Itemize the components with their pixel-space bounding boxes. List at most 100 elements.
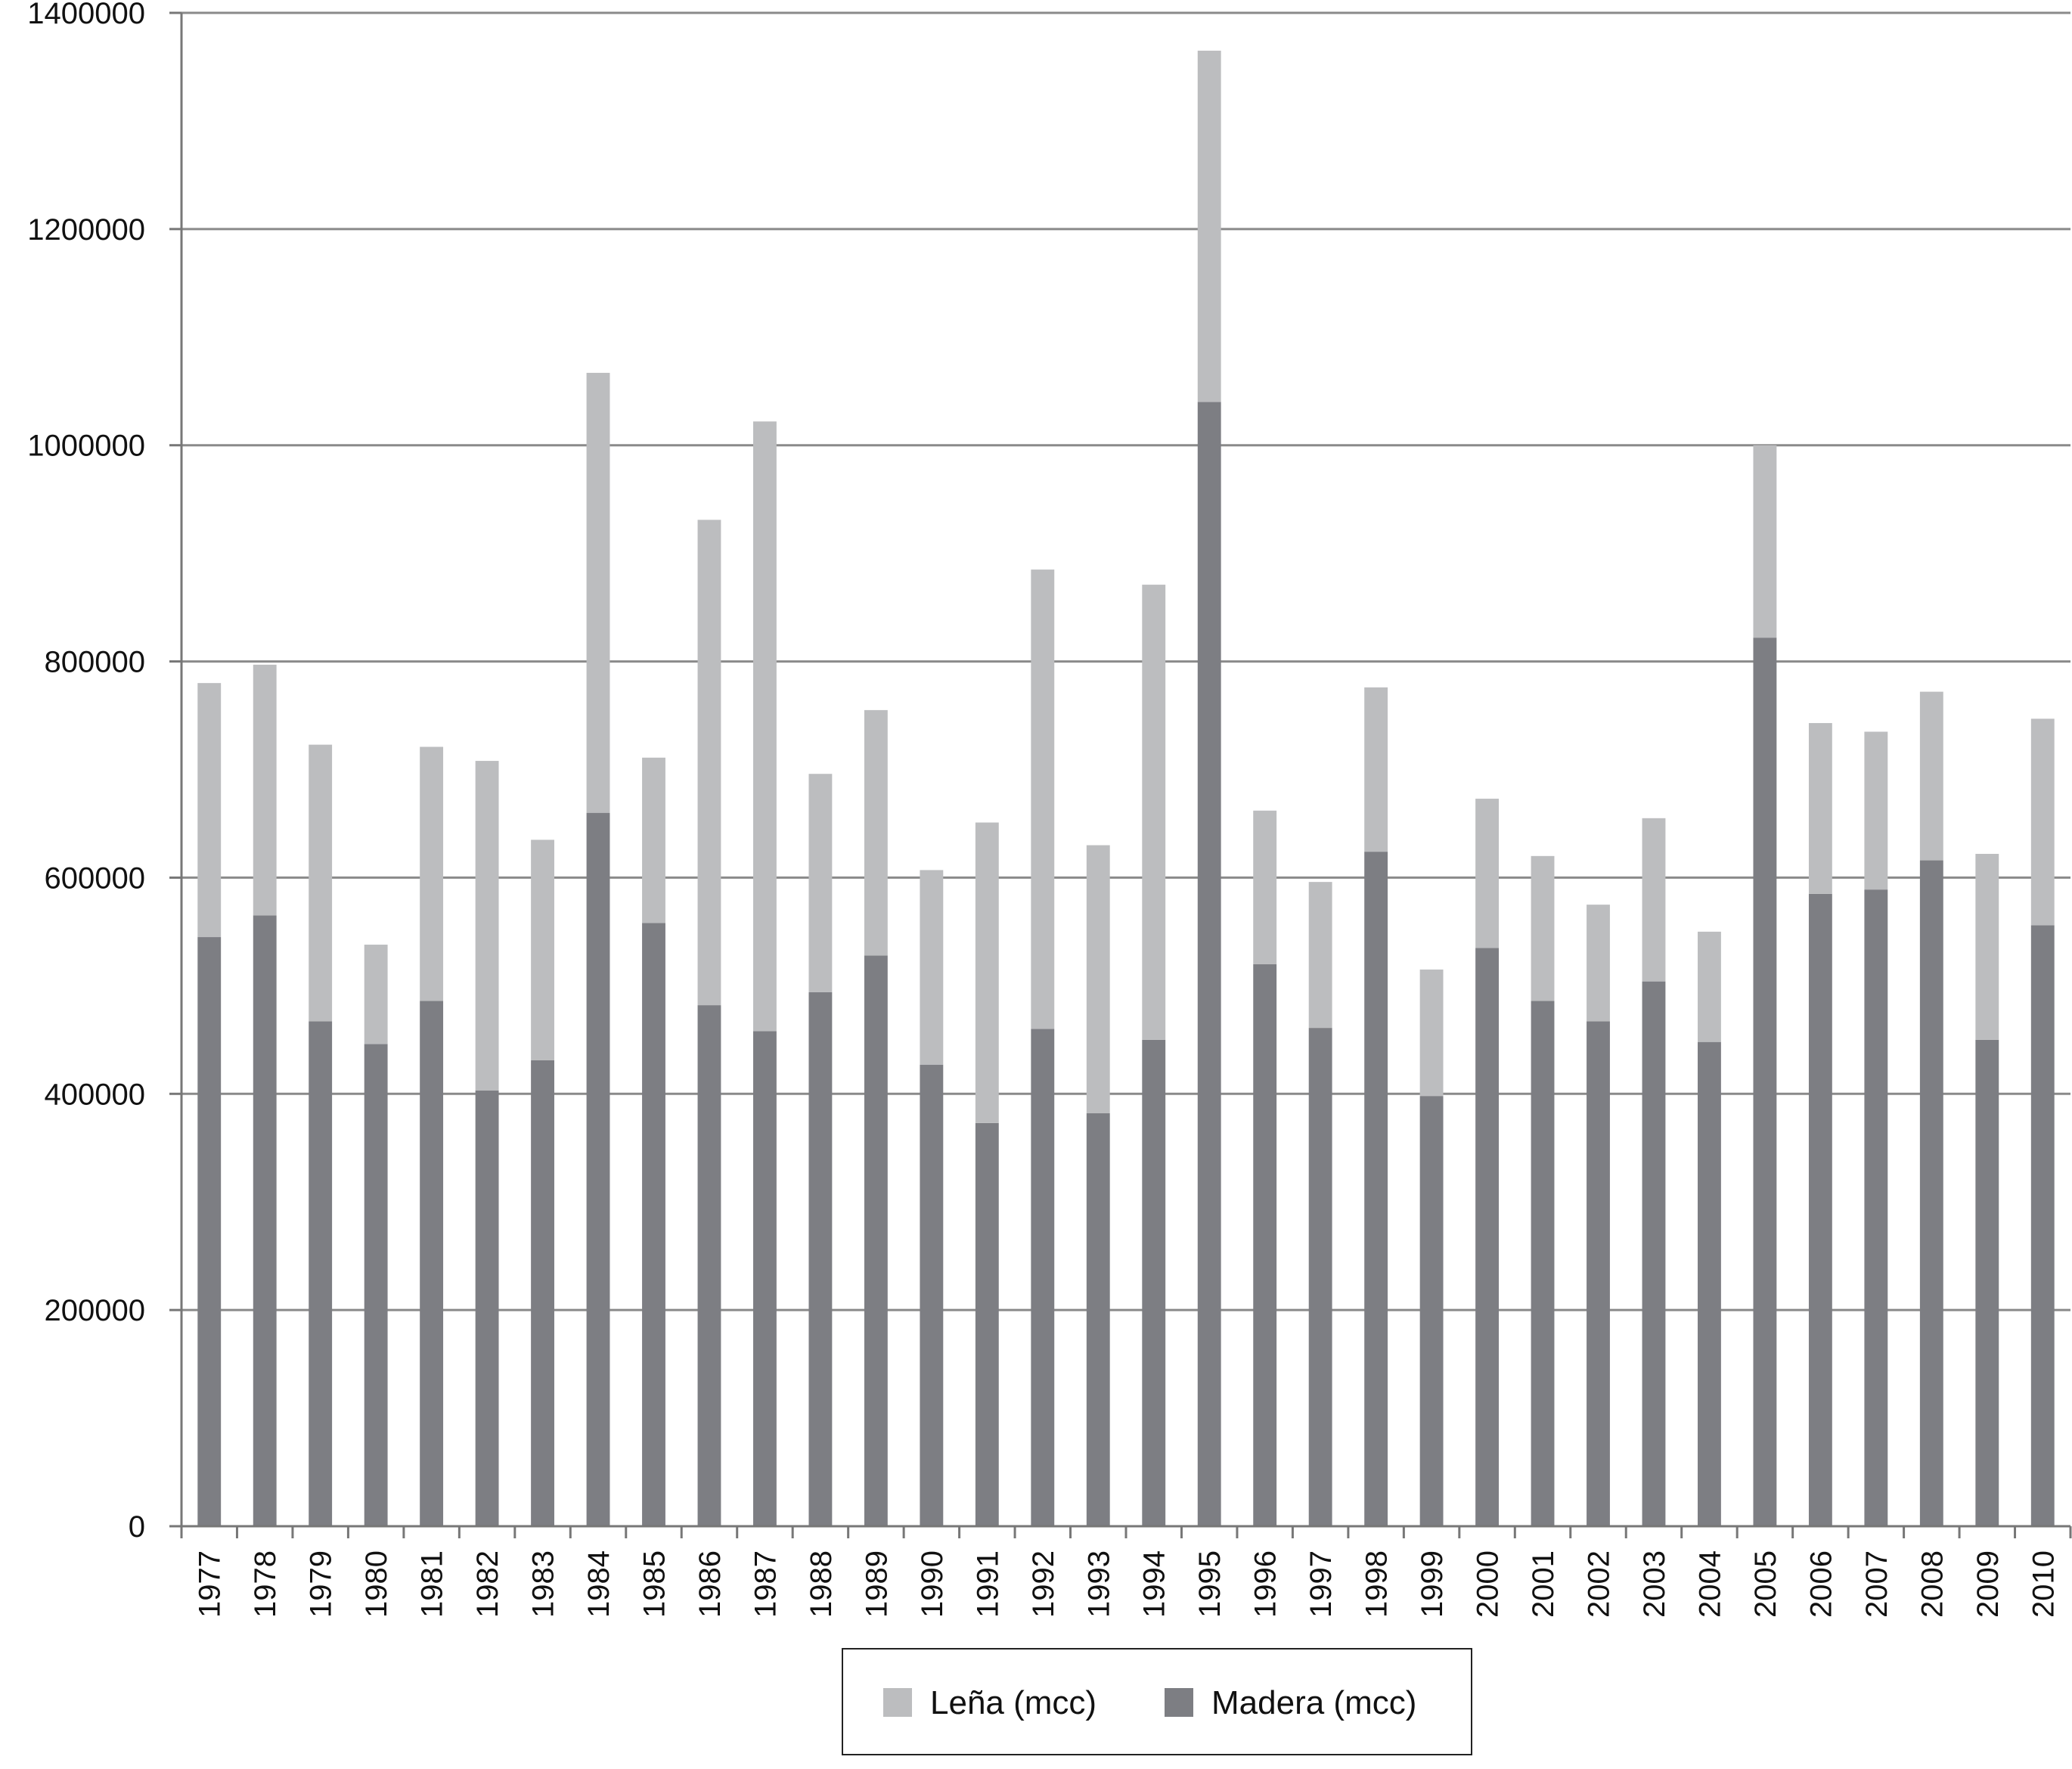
bar-lena-1984 (586, 372, 610, 813)
x-tick-label: 1998 (1360, 1550, 1394, 1618)
x-tick-label: 2001 (1527, 1550, 1560, 1618)
bar-madera-1979 (309, 1021, 333, 1526)
x-tick-label: 1995 (1193, 1550, 1227, 1618)
y-tick-label: 1400000 (27, 0, 145, 30)
x-tick-label: 1999 (1416, 1550, 1449, 1618)
legend-label-madera: Madera (mcc) (1211, 1684, 1416, 1721)
bar-madera-1999 (1419, 1096, 1444, 1526)
x-tick-label: 1989 (860, 1550, 893, 1618)
bar-lena-1977 (197, 683, 222, 938)
y-tick-label: 1000000 (27, 430, 145, 463)
y-tick-label: 1200000 (27, 213, 145, 247)
bar-lena-1988 (808, 774, 833, 992)
bar-lena-1982 (475, 761, 499, 1091)
bar-madera-1998 (1364, 852, 1388, 1526)
axes (169, 11, 2072, 1538)
y-tick-label: 400000 (45, 1078, 145, 1111)
x-tick-label: 2010 (2027, 1550, 2060, 1618)
bar-lena-1978 (253, 664, 277, 916)
bar-lena-2010 (2030, 718, 2055, 926)
x-tick-label: 1978 (249, 1550, 282, 1618)
y-tick-label: 600000 (45, 861, 145, 895)
x-tick-label: 1984 (582, 1550, 616, 1618)
legend-label-lena: Leña (mcc) (930, 1684, 1096, 1721)
bar-lena-1986 (697, 520, 721, 1006)
bar-lena-1987 (753, 421, 777, 1032)
bar-lena-2008 (1919, 691, 1943, 861)
x-tick-label: 1991 (971, 1550, 1004, 1618)
bar-madera-1978 (253, 915, 277, 1526)
bars (197, 51, 2055, 1526)
x-tick-label: 1990 (916, 1550, 949, 1618)
y-tick-labels: 0 200000 400000 600000 800000 1000000 1200000 1… (27, 0, 145, 1544)
x-tick-label: 2002 (1583, 1550, 1616, 1618)
x-tick-label: 2007 (1860, 1550, 1894, 1618)
x-tick-label: 1988 (805, 1550, 838, 1618)
bar-madera-2005 (1753, 638, 1777, 1526)
legend-swatch-madera (1165, 1688, 1193, 1717)
bar-lena-2009 (1975, 853, 1999, 1040)
bar-madera-2006 (1808, 893, 1832, 1526)
bar-madera-1992 (1031, 1029, 1055, 1526)
bar-lena-1983 (531, 839, 554, 1060)
bar-madera-1989 (864, 955, 888, 1526)
bar-lena-2005 (1753, 445, 1777, 638)
x-tick-label: 1987 (749, 1550, 782, 1618)
bar-madera-2000 (1475, 948, 1499, 1526)
bar-madera-1982 (475, 1090, 499, 1526)
bar-madera-2007 (1864, 889, 1888, 1526)
legend-box (842, 1648, 1472, 1755)
bar-madera-1997 (1308, 1028, 1332, 1526)
bar-madera-1996 (1253, 964, 1277, 1526)
bar-lena-1997 (1308, 882, 1332, 1029)
y-tick-label: 800000 (45, 646, 145, 679)
bar-lena-1981 (420, 746, 444, 1001)
x-tick-label: 2005 (1749, 1550, 1782, 1618)
bar-madera-1988 (808, 992, 833, 1526)
legend: Leña (mcc) Madera (mcc) (842, 1648, 1472, 1755)
x-tick-label: 2008 (1915, 1550, 1949, 1618)
x-tick-label: 2004 (1693, 1550, 1726, 1618)
x-tick-label: 1979 (305, 1550, 338, 1618)
bar-madera-1986 (697, 1005, 721, 1526)
bar-madera-2004 (1698, 1041, 1721, 1526)
x-tick-label: 2006 (1804, 1550, 1838, 1618)
bar-madera-1995 (1197, 402, 1221, 1526)
x-tick-label: 1980 (360, 1550, 393, 1618)
bar-madera-1990 (920, 1064, 944, 1526)
bar-lena-1990 (920, 870, 944, 1065)
bar-madera-1983 (531, 1060, 554, 1526)
x-tick-label: 2000 (1472, 1550, 1505, 1618)
bar-madera-2009 (1975, 1039, 1999, 1526)
bar-madera-1981 (420, 1001, 444, 1526)
gridlines (181, 11, 2070, 1311)
bar-madera-2010 (2030, 925, 2055, 1526)
bar-madera-1977 (197, 937, 222, 1526)
bar-madera-1993 (1086, 1113, 1110, 1526)
x-tick-label: 1992 (1027, 1550, 1060, 1618)
bar-madera-1980 (364, 1044, 388, 1526)
bar-lena-2002 (1587, 905, 1610, 1022)
bar-lena-1989 (864, 709, 888, 956)
legend-swatch-lena (883, 1688, 912, 1717)
bar-madera-1994 (1142, 1039, 1166, 1526)
x-tick-label: 1994 (1138, 1550, 1171, 1618)
y-tick-label: 200000 (45, 1294, 145, 1327)
bar-lena-2000 (1475, 799, 1499, 948)
bar-lena-1995 (1197, 51, 1221, 402)
bar-madera-1991 (975, 1122, 999, 1526)
bar-lena-1994 (1142, 585, 1166, 1040)
x-tick-labels: 1977 1978 1979 1980 1981 1982 1983 1984 1985 1986… (194, 1550, 2061, 1618)
bar-madera-2003 (1642, 981, 1666, 1526)
bar-madera-1987 (753, 1031, 777, 1526)
bar-lena-1991 (975, 822, 999, 1123)
bar-lena-1992 (1031, 569, 1055, 1029)
bar-lena-1998 (1364, 687, 1388, 852)
x-tick-label: 2009 (1971, 1550, 2005, 1618)
bar-madera-2008 (1919, 860, 1943, 1526)
bar-madera-1984 (586, 812, 610, 1526)
bar-madera-1985 (642, 923, 665, 1526)
y-tick-label: 0 (129, 1510, 145, 1544)
x-tick-label: 1977 (194, 1550, 227, 1618)
